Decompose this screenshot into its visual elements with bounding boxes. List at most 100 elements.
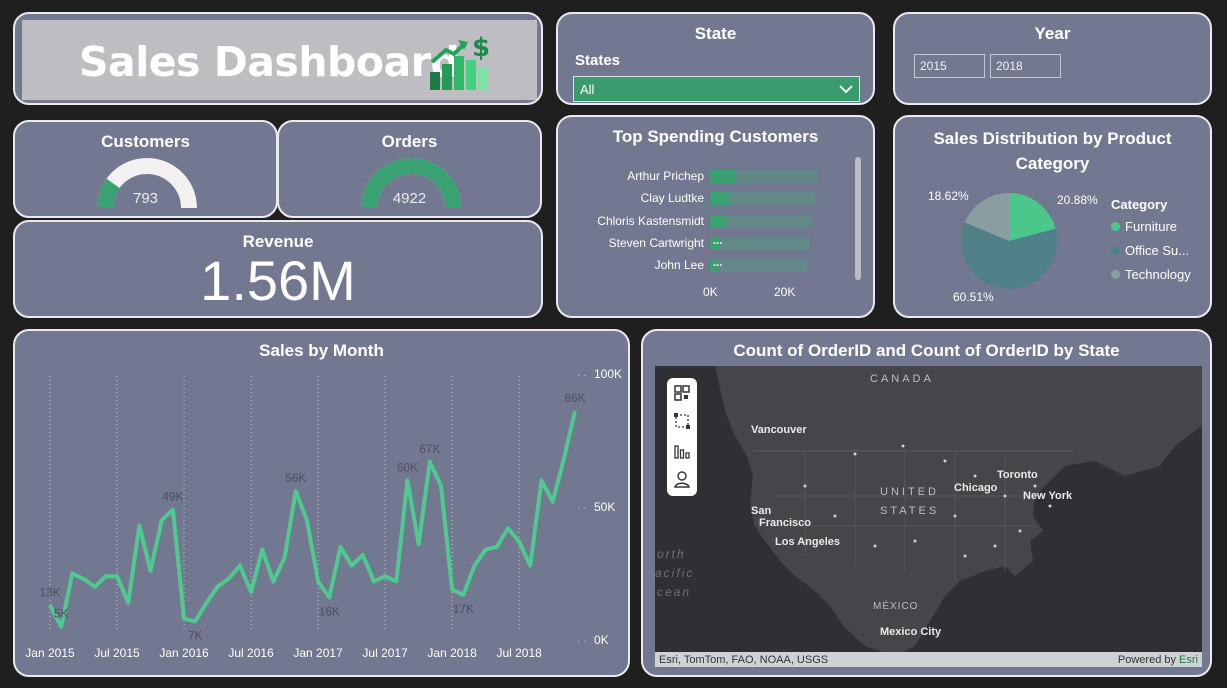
x-tick: Jul 2018 [496, 646, 542, 660]
bar-row[interactable]: Clay Ludtke [558, 190, 858, 206]
x-tick: Jan 2017 [293, 646, 343, 660]
bar-track [710, 170, 817, 183]
sales-by-month-title: Sales by Month [259, 341, 384, 360]
map-city-francisco: Francisco [759, 517, 811, 529]
bar-track [710, 259, 807, 273]
bar [710, 214, 726, 228]
bar-track [710, 236, 810, 250]
legend-item[interactable]: Furniture [1111, 219, 1177, 234]
revenue-value: 1.56M [200, 249, 356, 312]
qr-grid-icon [674, 385, 690, 401]
pie-label: 20.88% [1057, 193, 1098, 207]
states-dropdown[interactable]: All [573, 76, 860, 102]
legend-label: Furniture [1125, 219, 1178, 234]
bar-track [710, 214, 812, 228]
x-tick: Jan 2015 [25, 646, 75, 660]
page-title: Sales Dashboard [79, 38, 460, 86]
person-pin-icon [674, 471, 690, 488]
legend-title: Category [1111, 197, 1168, 212]
legend-item[interactable]: Technology [1111, 267, 1191, 282]
year-filter-title: Year [1034, 24, 1071, 43]
product-category-title: Sales Distribution by Product Category [933, 129, 1172, 173]
state-filter-title: State [694, 24, 737, 43]
title-card: Sales Dashboard $ [13, 12, 543, 105]
bar-label: Steven Cartwright [608, 235, 704, 250]
point-label: 16K [319, 604, 340, 618]
map-area[interactable]: CANADA UNITED STATES MÉXICO Vancouver To… [655, 366, 1202, 667]
map-city-vancouver: Vancouver [751, 424, 807, 436]
map-chart-button[interactable] [673, 442, 691, 460]
bar-row[interactable]: Steven Cartwright... [558, 235, 858, 251]
chevron-down-icon [839, 85, 853, 94]
y-tick-dots: · · [577, 636, 586, 647]
customers-card: Customers 793 [13, 120, 278, 218]
year-to-input[interactable]: 2018 [990, 54, 1061, 78]
pie-chart [961, 193, 1058, 290]
point-label: 7K [188, 628, 203, 642]
powered-by-text: Powered by [1117, 653, 1176, 666]
x-tick: Jul 2017 [362, 646, 408, 660]
point-label: 56K [285, 471, 306, 485]
point-label: 5K [54, 607, 69, 621]
sales-line[interactable] [48, 410, 577, 629]
year-from-input[interactable]: 2015 [914, 54, 985, 78]
map-style-button[interactable] [673, 384, 691, 402]
customers-value: 793 [132, 190, 159, 207]
legend-dot [1111, 222, 1120, 231]
map-card: Count of OrderID and Count of OrderID by… [641, 329, 1212, 677]
bar-label: Arthur Prichep [627, 169, 704, 183]
pie-label: 60.51% [953, 290, 994, 304]
bar-row[interactable]: John Lee... [558, 257, 858, 273]
map-city-chicago: Chicago [954, 482, 998, 494]
pie-slice[interactable] [964, 193, 1009, 241]
svg-text:$: $ [472, 33, 490, 63]
customers-title: Customers [101, 132, 190, 151]
sales-chart-icon: $ [430, 33, 490, 90]
pie-slice[interactable] [1009, 193, 1056, 241]
map-label-states: STATES [880, 505, 940, 517]
map-label-mexico: MÉXICO [873, 601, 919, 612]
legend-dot [1111, 246, 1120, 255]
bar-chart-icon [674, 445, 690, 459]
x-tick: Jan 2016 [159, 646, 209, 660]
x-tick: 0K [703, 285, 718, 299]
map-select-button[interactable] [673, 412, 691, 430]
orders-title: Orders [381, 132, 438, 151]
y-tick: 100K [594, 367, 622, 381]
esri-link[interactable]: Esri [1179, 653, 1198, 666]
map-city-los-angeles: Los Angeles [775, 536, 840, 548]
top-customers-title: Top Spending Customers [612, 127, 819, 146]
map-label-canada: CANADA [870, 373, 934, 385]
state-filter-card: State States All [556, 12, 875, 105]
map-city-new-york: New York [1023, 490, 1073, 502]
map-pin-button[interactable] [673, 470, 691, 488]
legend-item[interactable]: Office Su... [1111, 243, 1189, 258]
orders-card: Orders 4922 [277, 120, 542, 218]
map-footer: Esri, TomTom, FAO, NOAA, USGS Powered by… [655, 652, 1202, 667]
bar [710, 236, 720, 250]
bar-row[interactable]: Arthur Prichep [558, 168, 858, 184]
x-tick: Jan 2018 [427, 646, 477, 660]
pie-label: 18.62% [928, 189, 969, 203]
point-label: 86K [564, 391, 585, 405]
y-tick: 0K [594, 633, 609, 647]
orders-value: 4922 [392, 190, 427, 207]
map-title: Count of OrderID and Count of OrderID by… [733, 341, 1120, 360]
map-ocean-label: acific [655, 566, 695, 580]
sales-by-month-card: Sales by Month 100K · · 50K · · 0K · · Jan 201… [13, 329, 630, 677]
bar-track [710, 192, 815, 206]
year-filter-card: Year 2015 2018 [893, 12, 1212, 105]
revenue-title: Revenue [242, 232, 314, 251]
map-city-toronto: Toronto [997, 469, 1038, 481]
bar-row[interactable]: Chloris Kastensmidt [558, 213, 858, 229]
point-label: 49K [162, 490, 183, 504]
bar-label: John Lee [654, 258, 704, 273]
map-powered-by: Powered by Esri [1118, 654, 1198, 666]
y-tick-dots: · · [577, 370, 586, 381]
legend-dot [1111, 270, 1120, 279]
y-tick: 50K [594, 500, 615, 514]
top-customers-scrollbar[interactable] [855, 157, 861, 280]
point-label: 17K [453, 602, 474, 616]
pie-slice[interactable] [961, 222, 1058, 290]
map-city-mexico-city: Mexico City [880, 626, 942, 638]
